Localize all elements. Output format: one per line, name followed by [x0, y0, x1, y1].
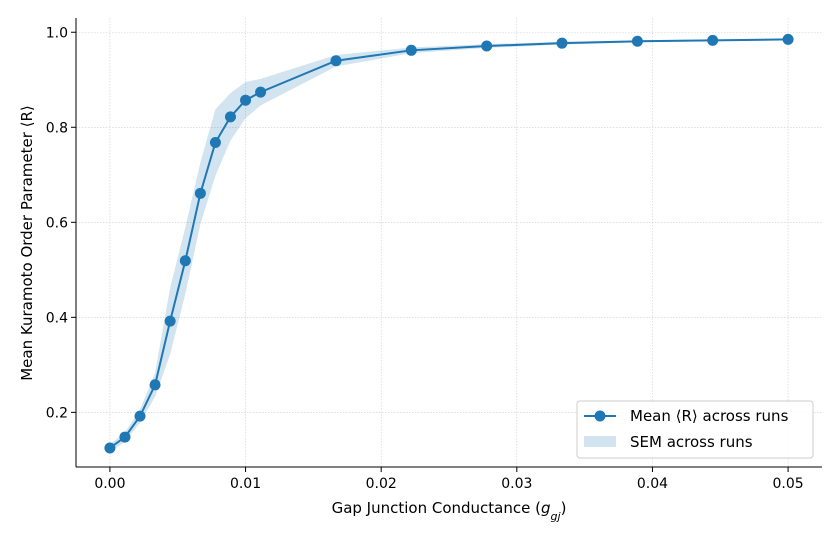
axes: [75, 18, 822, 468]
y-tick-label: 0.4: [46, 310, 68, 326]
legend-label-mean: Mean ⟨R⟩ across runs: [630, 407, 789, 425]
data-point: [164, 315, 176, 327]
x-tick-label: 0.00: [94, 476, 125, 492]
data-point: [330, 55, 342, 67]
data-points: [104, 33, 794, 454]
ticks: 0.00 0.01 0.02 0.03 0.04 0.05 0.2 0.4 0.6 0.8 1.0: [46, 25, 804, 492]
data-point: [149, 379, 161, 391]
legend: Mean ⟨R⟩ across runs SEM across runs: [576, 400, 814, 459]
y-tick-label: 0.8: [46, 120, 68, 136]
legend-box: [576, 400, 814, 459]
y-tick-label: 1.0: [46, 25, 68, 41]
y-tick-label: 0.2: [46, 405, 68, 421]
data-point: [707, 34, 719, 46]
legend-marker-swatch: [594, 410, 606, 422]
data-point: [179, 255, 191, 267]
data-point: [405, 44, 417, 56]
x-axis-label: Gap Junction Conductance (ggj): [332, 499, 567, 523]
legend-label-sem: SEM across runs: [630, 433, 753, 451]
y-axis-label: Mean Kuramoto Order Parameter ⟨R⟩: [18, 105, 36, 381]
data-point: [194, 187, 206, 199]
data-point: [119, 431, 131, 443]
x-tick-label: 0.03: [501, 476, 532, 492]
data-point: [209, 136, 221, 148]
mean-line: [109, 38, 789, 449]
x-tick-label: 0.02: [366, 476, 397, 492]
legend-band-swatch: [584, 436, 616, 447]
y-tick-label: 0.6: [46, 215, 68, 231]
x-tick-label: 0.01: [230, 476, 261, 492]
data-point: [104, 442, 116, 454]
data-point: [481, 40, 493, 52]
data-point: [782, 33, 794, 45]
x-tick-label: 0.05: [773, 476, 804, 492]
data-point: [631, 35, 643, 47]
data-point: [224, 111, 236, 123]
data-point: [134, 410, 146, 422]
x-tick-label: 0.04: [637, 476, 668, 492]
data-point: [240, 94, 252, 106]
data-point: [556, 37, 568, 49]
data-point: [255, 86, 267, 98]
